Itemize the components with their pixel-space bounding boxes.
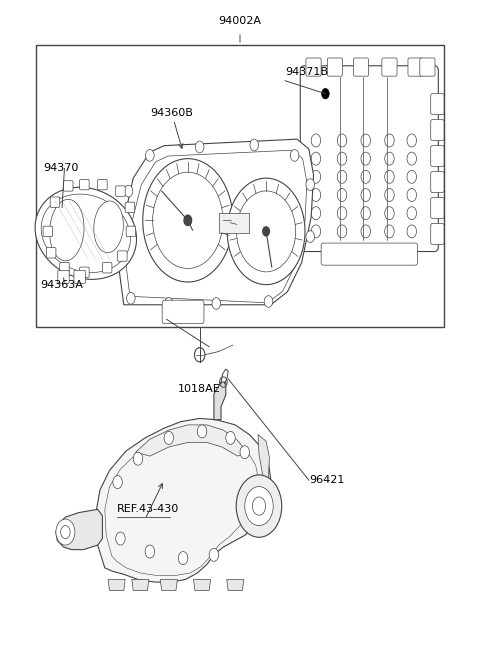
FancyBboxPatch shape	[420, 58, 435, 76]
Circle shape	[209, 548, 219, 561]
Circle shape	[113, 476, 122, 489]
Circle shape	[127, 292, 135, 304]
FancyBboxPatch shape	[43, 226, 53, 236]
Circle shape	[264, 295, 273, 307]
Polygon shape	[56, 510, 102, 550]
Circle shape	[306, 179, 314, 191]
FancyBboxPatch shape	[118, 251, 127, 261]
FancyBboxPatch shape	[80, 179, 89, 190]
FancyBboxPatch shape	[431, 120, 444, 140]
Polygon shape	[227, 580, 244, 591]
Circle shape	[194, 348, 205, 362]
FancyBboxPatch shape	[162, 300, 204, 324]
Text: 94360B: 94360B	[150, 107, 193, 118]
Ellipse shape	[35, 187, 136, 280]
Polygon shape	[214, 382, 226, 420]
Circle shape	[240, 445, 250, 458]
FancyBboxPatch shape	[408, 58, 423, 76]
Circle shape	[290, 149, 299, 161]
FancyBboxPatch shape	[74, 271, 85, 284]
Circle shape	[226, 432, 235, 444]
FancyBboxPatch shape	[431, 145, 444, 166]
Circle shape	[212, 297, 220, 309]
Circle shape	[124, 185, 133, 197]
FancyBboxPatch shape	[60, 263, 69, 273]
FancyBboxPatch shape	[63, 181, 73, 191]
Ellipse shape	[94, 201, 123, 253]
FancyBboxPatch shape	[126, 226, 136, 236]
Circle shape	[133, 452, 143, 465]
Text: 94363A: 94363A	[41, 280, 84, 290]
Polygon shape	[132, 580, 149, 591]
Text: 1018AE: 1018AE	[178, 384, 221, 394]
FancyBboxPatch shape	[116, 186, 125, 196]
Text: 96421: 96421	[309, 475, 344, 485]
Circle shape	[145, 149, 154, 161]
FancyBboxPatch shape	[58, 271, 69, 284]
Bar	[36, 45, 444, 328]
Text: 94371B: 94371B	[285, 67, 328, 77]
FancyBboxPatch shape	[300, 66, 438, 252]
Circle shape	[227, 178, 305, 285]
Polygon shape	[193, 580, 211, 591]
Polygon shape	[255, 435, 269, 503]
Circle shape	[164, 432, 174, 444]
Text: 94002A: 94002A	[218, 16, 262, 26]
Circle shape	[116, 532, 125, 545]
Circle shape	[263, 227, 269, 236]
Polygon shape	[96, 419, 271, 582]
Polygon shape	[108, 580, 125, 591]
Circle shape	[195, 141, 204, 153]
FancyBboxPatch shape	[50, 197, 60, 208]
FancyBboxPatch shape	[382, 58, 397, 76]
FancyBboxPatch shape	[321, 243, 418, 265]
Circle shape	[245, 487, 273, 525]
FancyBboxPatch shape	[102, 263, 112, 273]
FancyBboxPatch shape	[431, 198, 444, 218]
FancyBboxPatch shape	[327, 58, 342, 76]
FancyBboxPatch shape	[80, 267, 89, 278]
FancyBboxPatch shape	[431, 223, 444, 244]
Circle shape	[306, 231, 314, 242]
Ellipse shape	[41, 194, 131, 272]
Polygon shape	[136, 425, 247, 456]
FancyBboxPatch shape	[47, 248, 56, 258]
Polygon shape	[160, 580, 178, 591]
FancyBboxPatch shape	[431, 172, 444, 193]
Circle shape	[197, 425, 207, 438]
Circle shape	[184, 215, 192, 225]
Circle shape	[179, 552, 188, 565]
FancyBboxPatch shape	[97, 179, 107, 190]
Circle shape	[250, 139, 259, 151]
FancyBboxPatch shape	[353, 58, 369, 76]
Circle shape	[165, 297, 173, 309]
FancyBboxPatch shape	[431, 94, 444, 115]
Circle shape	[56, 519, 75, 545]
Circle shape	[322, 88, 329, 99]
Circle shape	[145, 545, 155, 558]
Text: REF.43-430: REF.43-430	[117, 504, 179, 514]
Polygon shape	[119, 139, 313, 305]
Circle shape	[143, 159, 233, 282]
FancyBboxPatch shape	[306, 58, 321, 76]
Text: 94370: 94370	[43, 163, 79, 174]
Ellipse shape	[49, 199, 84, 261]
Circle shape	[236, 475, 282, 537]
FancyBboxPatch shape	[219, 213, 249, 233]
FancyBboxPatch shape	[125, 202, 135, 213]
